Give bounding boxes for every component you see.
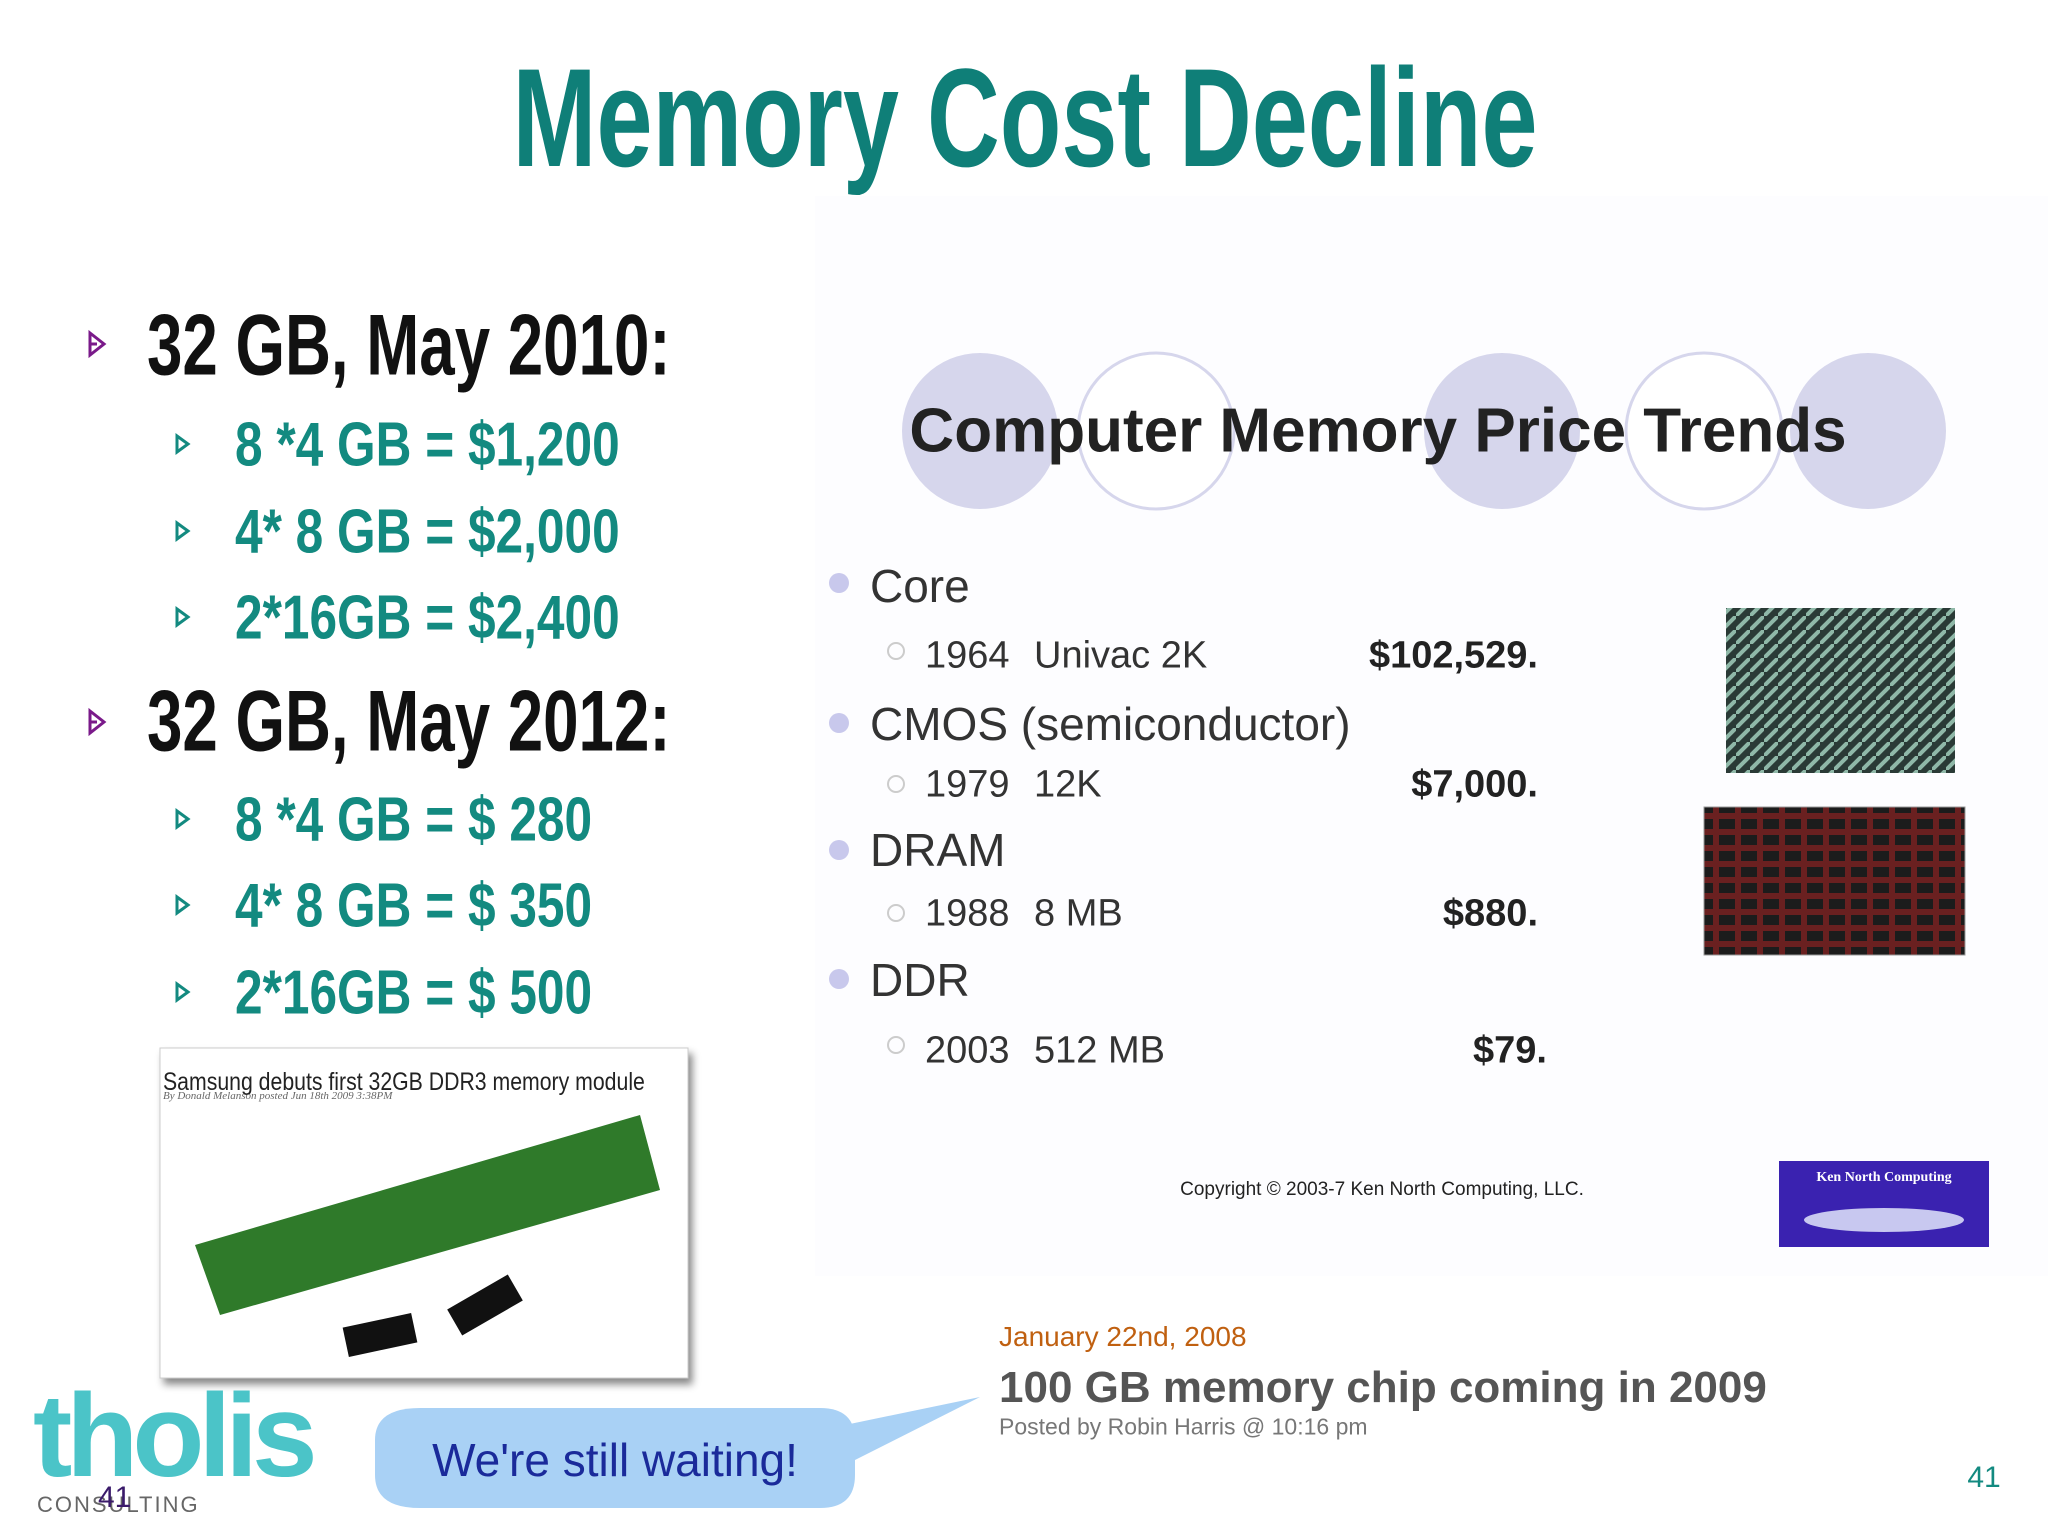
bullet-heading: 32 GB, May 2012: bbox=[147, 673, 671, 770]
blog-headline: 100 GB memory chip coming in 2009 bbox=[999, 1363, 1767, 1412]
technology: DRAM bbox=[870, 824, 1006, 876]
year: 1964 bbox=[925, 634, 1010, 677]
callout-text: We're still waiting! bbox=[432, 1434, 798, 1486]
dimm-chips bbox=[342, 1274, 523, 1357]
price: $102,529. bbox=[1368, 634, 1538, 677]
news-headline: Samsung debuts first 32GB DDR3 memory mo… bbox=[163, 1068, 645, 1096]
year: 1988 bbox=[925, 892, 1010, 935]
year: 1979 bbox=[925, 763, 1010, 806]
bullet-item: 2*16GB = $2,400 bbox=[235, 583, 620, 653]
bullet-item: 4* 8 GB = $ 350 bbox=[235, 871, 593, 941]
item: 512 MB bbox=[1034, 1029, 1165, 1072]
core-memory-photo bbox=[1726, 608, 1955, 773]
ken-north-text: Ken North Computing bbox=[1816, 1170, 1952, 1185]
sub-dots bbox=[887, 642, 905, 1054]
blog-date: January 22nd, 2008 bbox=[999, 1321, 1247, 1352]
bullet-item: 8 *4 GB = $1,200 bbox=[235, 410, 620, 480]
year: 2003 bbox=[925, 1029, 1010, 1072]
dimm-module bbox=[195, 1115, 660, 1315]
callout-bubble bbox=[375, 1408, 855, 1508]
bullet-item: 2*16GB = $ 500 bbox=[235, 958, 593, 1028]
trends-title: Computer Memory Price Trends bbox=[909, 396, 1847, 466]
technology: DDR bbox=[870, 954, 970, 1006]
news-author: By Donald Melanson bbox=[163, 1090, 257, 1102]
company-logo: tholis bbox=[33, 1370, 318, 1502]
item: Univac 2K bbox=[1034, 634, 1208, 677]
price: $880. bbox=[1442, 892, 1538, 935]
item: 12K bbox=[1034, 763, 1102, 806]
dram-board-photo bbox=[1703, 806, 1966, 956]
page-number: 41 bbox=[1967, 1461, 2001, 1494]
dots bbox=[829, 573, 849, 989]
callout-tail bbox=[845, 1397, 980, 1460]
price: $7,000. bbox=[1411, 763, 1538, 806]
news-byline: By Donald Melanson posted Jun 18th 2009 … bbox=[163, 1090, 392, 1102]
technology: Core bbox=[870, 560, 970, 612]
bullet-item: 4* 8 GB = $2,000 bbox=[235, 497, 620, 567]
technology: CMOS (semiconductor) bbox=[870, 698, 1351, 750]
copyright: Copyright © 2003-7 Ken North Computing, … bbox=[1180, 1179, 1584, 1200]
news-date: posted Jun 18th 2009 3:38PM bbox=[259, 1090, 393, 1102]
decor-circles bbox=[902, 351, 1946, 511]
bullet-heading: 32 GB, May 2010: bbox=[147, 297, 671, 394]
page-number-overlay: 41 bbox=[98, 1481, 132, 1514]
ken-north-logo bbox=[1779, 1161, 1989, 1247]
price: $79. bbox=[1473, 1029, 1547, 1072]
blog-byline: Posted by Robin Harris @ 10:16 pm bbox=[999, 1413, 1368, 1440]
bullet-item: 8 *4 GB = $ 280 bbox=[235, 785, 593, 855]
item: 8 MB bbox=[1034, 892, 1123, 935]
logo-swoosh bbox=[1804, 1208, 1964, 1232]
bullet-icons bbox=[88, 329, 191, 1003]
slide-title: Memory Cost Decline bbox=[512, 39, 1538, 196]
company-tagline: CONSULTING bbox=[37, 1492, 200, 1517]
